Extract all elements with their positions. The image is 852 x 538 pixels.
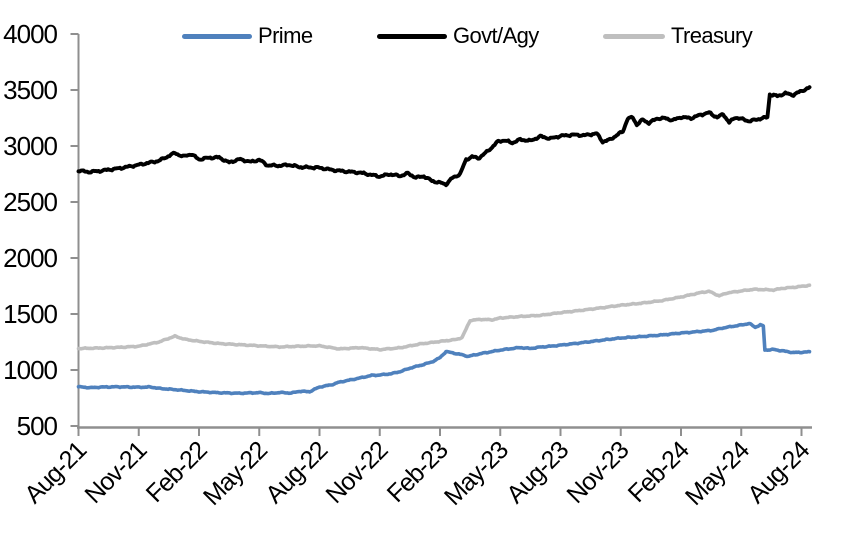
legend-label-prime: Prime — [258, 23, 313, 48]
x-axis-label: Feb-23 — [382, 436, 454, 508]
x-axis-label: Aug-24 — [742, 436, 815, 509]
series-line-govt-agy — [76, 85, 812, 188]
y-axis-label: 4000 — [3, 19, 57, 49]
x-axis-label: Aug-21 — [19, 436, 92, 509]
legend-item-prime: Prime — [182, 22, 313, 50]
x-axis-label: Feb-22 — [141, 436, 213, 508]
y-axis-label: 1000 — [3, 355, 57, 385]
prime-line-swatch — [182, 33, 252, 39]
govt-agy-line-swatch — [377, 33, 447, 39]
x-axis-label: Nov-21 — [79, 436, 152, 509]
legend-label-treasury: Treasury — [671, 23, 753, 48]
axes: 5001000150020002500300035004000Aug-21Nov… — [3, 19, 815, 511]
x-axis-label: Nov-23 — [561, 436, 634, 509]
chart-legend: Prime Govt/Agy Treasury — [0, 22, 852, 50]
y-axis-label: 3500 — [3, 75, 57, 105]
y-axis-label: 2000 — [3, 243, 57, 273]
x-axis-label: Nov-22 — [320, 436, 393, 509]
series-line-treasury — [76, 283, 812, 352]
x-axis-label: Aug-22 — [260, 436, 333, 509]
treasury-line-swatch — [603, 33, 665, 39]
legend-label-govt-agy: Govt/Agy — [453, 23, 539, 48]
x-axis-label: May-22 — [198, 436, 273, 511]
x-axis-label: Feb-24 — [623, 436, 695, 508]
y-axis-label: 2500 — [3, 187, 57, 217]
legend-item-govt-agy: Govt/Agy — [377, 22, 539, 50]
y-axis-label: 3000 — [3, 131, 57, 161]
legend-item-treasury: Treasury — [603, 22, 753, 50]
series-line-prime — [76, 321, 812, 396]
x-axis-label: Aug-23 — [501, 436, 574, 509]
y-axis-label: 500 — [17, 411, 58, 441]
x-axis-label: May-23 — [439, 436, 514, 511]
y-axis-label: 1500 — [3, 299, 57, 329]
x-axis-label: May-24 — [680, 436, 755, 511]
